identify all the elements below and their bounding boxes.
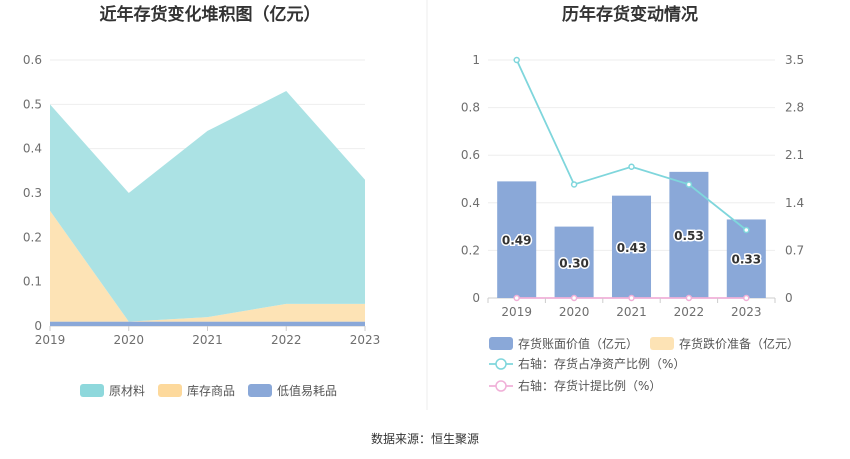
right-left-y-tick-label: 0.4: [461, 196, 480, 210]
line-point: [685, 294, 693, 302]
left-y-tick-label: 0.1: [23, 275, 42, 289]
legend-label: 低值易耗品: [277, 383, 337, 398]
right-right-y-tick-label: 2.1: [785, 148, 804, 162]
left-y-tick-label: 0.5: [23, 97, 42, 111]
inventory-bar: [497, 181, 537, 298]
area-series-2: [50, 91, 365, 322]
right-x-tick-label: 2021: [616, 305, 647, 319]
legend-marker: [495, 380, 507, 392]
legend-marker: [495, 358, 507, 370]
line-point: [570, 294, 578, 302]
inventory-bar: [554, 226, 594, 298]
left-x-tick-label: 2021: [192, 333, 223, 347]
line-point: [628, 163, 635, 171]
inventory-bar-line-chart: 历年存货变动情况 0.49 0.30 0.43 0.53 0.33 0 0.2 0.4 0.6…: [461, 4, 804, 393]
right-left-y-tick-label: 0: [472, 291, 480, 305]
line-point: [685, 181, 693, 188]
legend-swatch: [650, 337, 674, 350]
left-x-tick-label: 2020: [113, 333, 144, 347]
line-point: [628, 294, 635, 302]
legend-label: 库存商品: [187, 383, 235, 398]
right-x-tick-label: 2022: [674, 305, 705, 319]
right-left-y-tick-label: 0.2: [461, 243, 480, 257]
line-point: [513, 294, 520, 302]
legend-swatch: [158, 384, 182, 397]
legend-label: 右轴：存货占净资产比例（%）: [518, 356, 685, 371]
right-left-y-tick-label: 1: [472, 53, 480, 67]
right-right-y-tick-label: 1.4: [785, 196, 804, 210]
line-point: [513, 56, 520, 64]
inventory-bar: [669, 171, 709, 298]
stacked-area-chart: 近年存货变化堆积图（亿元） 0 0.1 0.2 0.3 0.4 0.5 0.6 2019 20…: [23, 4, 380, 398]
left-x-tick-label: 2019: [35, 333, 66, 347]
left-y-tick-label: 0.6: [23, 53, 42, 67]
legend-swatch: [248, 384, 272, 397]
inventory-bar: [611, 195, 652, 298]
right-x-tick-label: 2019: [501, 305, 532, 319]
legend-swatch: [80, 384, 104, 397]
left-x-tick-label: 2022: [271, 333, 302, 347]
right-right-y-tick-label: 3.5: [785, 53, 804, 67]
right-right-y-tick-label: 2.8: [785, 101, 804, 115]
bar-value-label: 0.43: [617, 241, 647, 255]
left-y-tick-label: 0.3: [23, 186, 42, 200]
left-y-tick-label: 0: [34, 319, 42, 333]
legend-label: 原材料: [109, 384, 145, 398]
data-source: 数据来源：恒生聚源: [371, 431, 479, 446]
legend-label: 存货跌价准备（亿元）: [679, 336, 799, 351]
right-right-y-tick-label: 0.7: [785, 243, 804, 257]
right-left-y-tick-label: 0.8: [461, 101, 480, 115]
line-point: [743, 226, 750, 234]
bar-value-label: 0.30: [559, 256, 589, 270]
right-right-y-tick-label: 0: [785, 291, 793, 305]
bar-value-label: 0.49: [502, 234, 532, 248]
legend-label: 存货账面价值（亿元）: [518, 336, 638, 351]
bar-value-label: 0.33: [731, 253, 761, 267]
left-chart-title: 近年存货变化堆积图（亿元）: [100, 4, 321, 25]
right-x-tick-label: 2023: [731, 305, 762, 319]
line-point: [743, 294, 750, 302]
right-x-tick-label: 2020: [559, 305, 590, 319]
left-x-tick-label: 2023: [350, 333, 381, 347]
bar-value-label: 0.53: [674, 229, 704, 243]
line-point: [570, 181, 578, 188]
legend-label: 右轴：存货计提比例（%）: [518, 378, 661, 393]
legend-swatch: [489, 337, 513, 350]
left-y-tick-label: 0.2: [23, 230, 42, 244]
left-y-tick-label: 0.4: [23, 142, 42, 156]
right-left-y-tick-label: 0.6: [461, 148, 480, 162]
right-chart-title: 历年存货变动情况: [562, 4, 698, 25]
area-series-1: [50, 210, 365, 322]
area-series-0: [50, 321, 365, 326]
